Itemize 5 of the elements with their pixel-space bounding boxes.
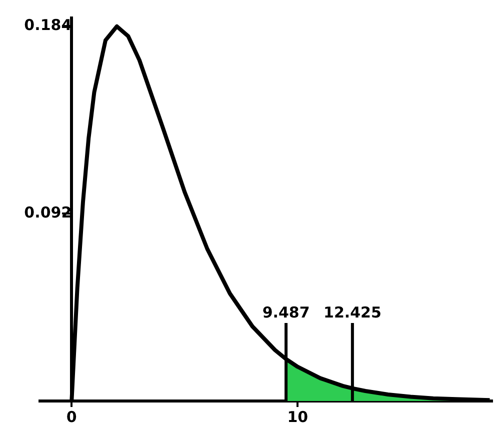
ref-line-label: 9.487 [262,303,310,322]
x-tick-label: 0 [66,408,77,426]
x-tick-label: 10 [287,408,308,426]
ref-line-label: 12.425 [324,303,382,322]
y-tick-label: 0.092 [24,203,72,222]
